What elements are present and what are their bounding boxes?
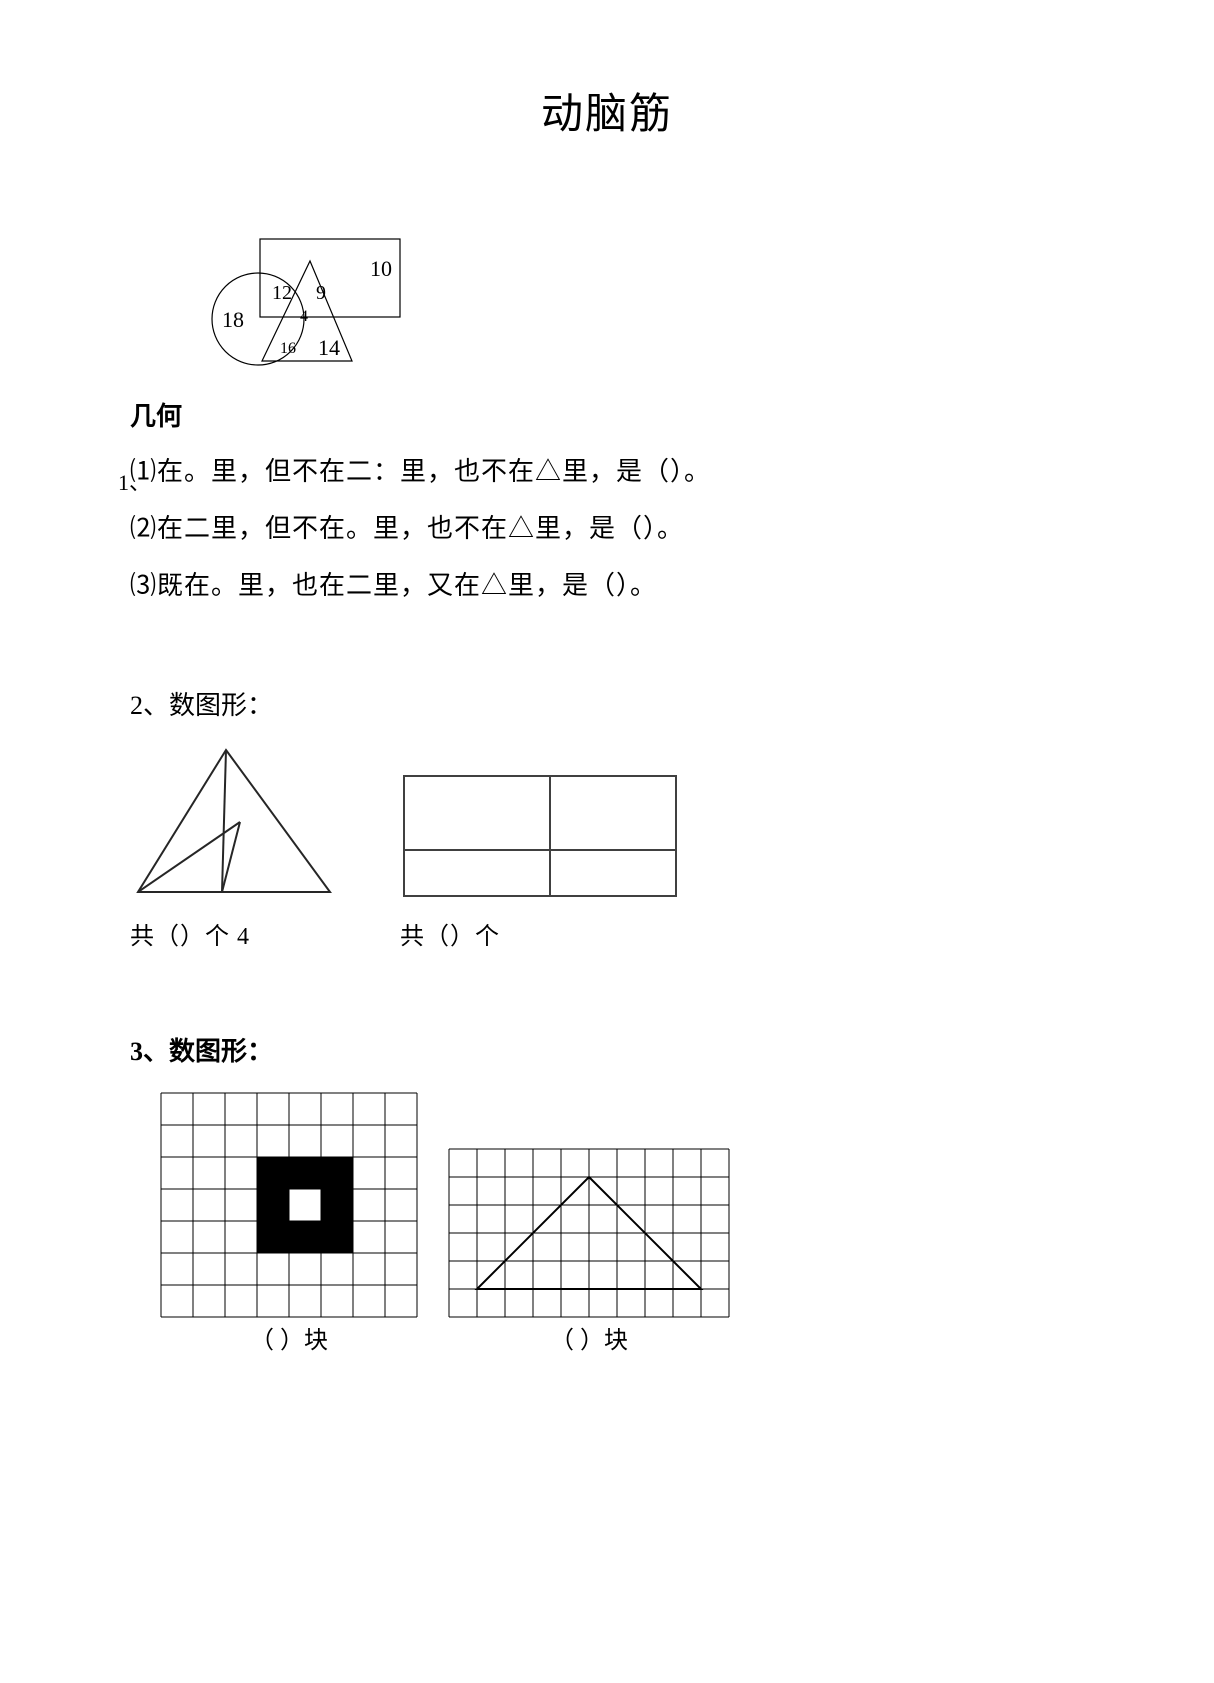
venn-num-4: 4 (300, 308, 308, 325)
question-1-3: ⑶既在。里，也在二里，又在△里，是（）。 (130, 557, 1084, 614)
question-1-2: ⑵在二里，但不在。里，也不在△里，是（）。 (130, 500, 1084, 557)
venn-num-16: 16 (280, 340, 296, 357)
grid-a-caption: （ ）块 (160, 1320, 418, 1355)
venn-diagram: 10 18 12 9 4 16 14 (200, 231, 1084, 386)
grid-a-col: （ ）块 (160, 1092, 418, 1355)
section-geometry-heading: 几何 (130, 396, 1084, 433)
question-2-heading: 2、数图形： (130, 685, 1084, 722)
figure-rect-col: 共（）个 (400, 772, 680, 951)
venn-num-10: 10 (370, 256, 392, 281)
question-3-figures: （ ）块 （ ）块 (160, 1092, 1084, 1355)
grid-b-caption: （ ）块 (448, 1320, 730, 1355)
figure-rect (400, 772, 680, 902)
question-1-number: 1、 (118, 465, 151, 497)
grid-b (448, 1148, 730, 1318)
figure-triangle-caption: 共（）个 4 (130, 916, 250, 951)
question-3-heading: 3、数图形： (130, 1031, 1084, 1068)
question-1-block: 1、 ⑴在。里，但不在二：里，也不在△里，是（）。 ⑵在二里，但不在。里，也不在… (130, 443, 1084, 615)
question-2-figures: 共（）个 4 共（）个 (130, 742, 1084, 951)
venn-num-14: 14 (318, 335, 340, 360)
grid-a (160, 1092, 418, 1318)
page: 动脑筋 10 18 12 9 4 16 14 几何 1、 ⑴在。里，但不在二：里… (0, 0, 1214, 1683)
figure-triangle (130, 742, 340, 902)
page-title: 动脑筋 (130, 80, 1084, 141)
figure-rect-caption: 共（）个 (400, 916, 500, 951)
venn-num-9: 9 (316, 282, 326, 304)
question-1-1: ⑴在。里，但不在二：里，也不在△里，是（）。 (130, 443, 1084, 500)
figure-triangle-col: 共（）个 4 (130, 742, 340, 951)
grid-b-col: （ ）块 (448, 1148, 730, 1355)
venn-num-12: 12 (272, 282, 292, 304)
venn-num-18: 18 (222, 307, 244, 332)
